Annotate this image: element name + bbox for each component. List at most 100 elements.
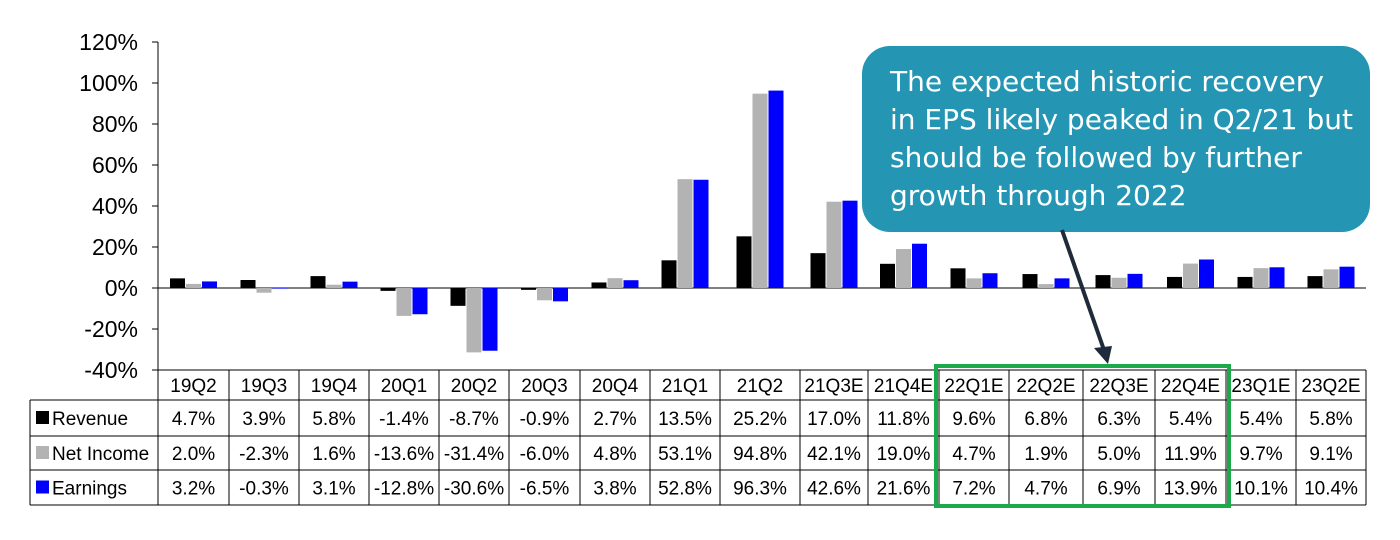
callout-text-line: in EPS likely peaked in Q2/21 but bbox=[890, 103, 1353, 136]
bar-net-income-21q2 bbox=[752, 93, 768, 288]
bar-net-income-21q4e bbox=[896, 249, 911, 288]
data-label: 4.7% bbox=[172, 409, 215, 430]
data-label: 6.8% bbox=[1024, 409, 1067, 430]
bar-earnings-19q4 bbox=[342, 281, 358, 288]
bar-net-income-20q3 bbox=[537, 288, 552, 301]
y-tick-label: 40% bbox=[92, 193, 138, 219]
bar-net-income-19q2 bbox=[186, 283, 201, 288]
bar-revenue-23q2e bbox=[1307, 276, 1323, 288]
bar-revenue-20q4 bbox=[591, 282, 607, 288]
bar-net-income-22q4e bbox=[1183, 263, 1198, 288]
category-label: 23Q2E bbox=[1301, 376, 1360, 397]
data-label: 9.6% bbox=[952, 409, 995, 430]
bar-revenue-20q2 bbox=[450, 288, 466, 306]
bar-net-income-23q1e bbox=[1253, 268, 1269, 288]
category-label: 20Q4 bbox=[592, 376, 639, 397]
data-label: 5.8% bbox=[312, 409, 355, 430]
callout-arrowhead bbox=[1094, 346, 1112, 364]
bar-net-income-20q1 bbox=[396, 288, 412, 316]
data-label: 2.0% bbox=[172, 444, 215, 465]
bar-revenue-22q4e bbox=[1167, 276, 1182, 288]
y-tick-label: -20% bbox=[84, 316, 138, 342]
data-label: 94.8% bbox=[733, 444, 787, 465]
data-label: -1.4% bbox=[379, 409, 429, 430]
y-tick-label: -40% bbox=[84, 357, 138, 383]
data-label: 21.6% bbox=[877, 479, 931, 500]
bar-earnings-22q4e bbox=[1199, 259, 1214, 288]
data-label: 52.8% bbox=[658, 479, 712, 500]
data-label: 25.2% bbox=[733, 409, 787, 430]
bar-net-income-20q2 bbox=[466, 288, 482, 353]
callout-arrow bbox=[1060, 229, 1106, 351]
annotation-callout: The expected historic recovery in EPS lik… bbox=[862, 46, 1370, 364]
data-table: 19Q2 19Q3 19Q4 20Q1 20Q2 20Q3 20Q4 21Q1 21Q2 21Q3… bbox=[29, 364, 1367, 508]
y-axis: 120% 100% 80% 60% 40% 20% 0% -20% -40% bbox=[79, 29, 158, 383]
y-tick-label: 80% bbox=[92, 111, 138, 137]
data-label: -30.6% bbox=[444, 479, 504, 500]
bar-revenue-21q2 bbox=[736, 236, 752, 288]
data-label: 42.6% bbox=[807, 479, 861, 500]
data-label: 5.0% bbox=[1097, 444, 1140, 465]
y-tick-label: 100% bbox=[79, 70, 138, 96]
data-label: 13.9% bbox=[1164, 479, 1218, 500]
bar-net-income-21q1 bbox=[677, 179, 693, 288]
legend-swatch bbox=[36, 411, 49, 424]
data-label: 4.7% bbox=[1024, 479, 1067, 500]
bar-revenue-21q3e bbox=[810, 253, 826, 288]
bar-earnings-20q3 bbox=[553, 288, 568, 302]
data-label: 6.3% bbox=[1097, 409, 1140, 430]
data-label: 4.7% bbox=[952, 444, 995, 465]
category-label: 21Q3E bbox=[804, 376, 863, 397]
legend-swatch bbox=[36, 480, 49, 494]
category-label: 21Q1 bbox=[662, 376, 708, 397]
data-label: -31.4% bbox=[444, 444, 504, 465]
category-label: 20Q2 bbox=[451, 376, 497, 397]
category-label: 19Q2 bbox=[170, 376, 216, 397]
bar-revenue-22q1e bbox=[950, 268, 966, 288]
y-tick-label: 20% bbox=[92, 234, 138, 260]
bar-net-income-22q3e bbox=[1111, 277, 1127, 288]
data-label: 9.1% bbox=[1309, 444, 1352, 465]
data-label: 3.9% bbox=[242, 409, 285, 430]
bar-earnings-20q1 bbox=[412, 288, 428, 315]
data-label: 42.1% bbox=[807, 444, 861, 465]
bar-revenue-19q3 bbox=[240, 280, 256, 288]
bar-revenue-20q1 bbox=[380, 288, 396, 291]
data-label: 13.5% bbox=[658, 409, 712, 430]
y-tick-label: 120% bbox=[79, 29, 138, 55]
data-label: 5.8% bbox=[1309, 409, 1352, 430]
bar-earnings-19q2 bbox=[202, 281, 217, 288]
bar-net-income-20q4 bbox=[607, 278, 623, 288]
data-label: 3.2% bbox=[172, 479, 215, 500]
bar-revenue-22q3e bbox=[1095, 275, 1111, 288]
data-label: 2.7% bbox=[593, 409, 636, 430]
y-tick-label: 0% bbox=[105, 275, 138, 301]
data-label: 3.1% bbox=[312, 479, 355, 500]
bar-earnings-21q1 bbox=[693, 179, 709, 288]
bar-earnings-23q1e bbox=[1269, 267, 1285, 288]
bar-earnings-20q2 bbox=[482, 288, 498, 351]
data-label: -0.9% bbox=[520, 409, 570, 430]
bar-revenue-21q4e bbox=[880, 263, 895, 288]
category-label: 19Q4 bbox=[311, 376, 358, 397]
bar-revenue-23q1e bbox=[1237, 276, 1253, 288]
data-label: 1.9% bbox=[1024, 444, 1067, 465]
bar-earnings-20q4 bbox=[623, 280, 639, 288]
category-label: 19Q3 bbox=[241, 376, 287, 397]
bar-earnings-23q2e bbox=[1339, 266, 1355, 288]
bar-revenue-22q2e bbox=[1022, 274, 1038, 288]
data-label: -13.6% bbox=[374, 444, 434, 465]
category-label: 20Q3 bbox=[521, 376, 567, 397]
data-label: 7.2% bbox=[952, 479, 995, 500]
bar-earnings-21q2 bbox=[768, 90, 784, 289]
category-label: 22Q2E bbox=[1016, 376, 1075, 397]
data-label: -2.3% bbox=[239, 444, 289, 465]
bar-earnings-21q4e bbox=[912, 243, 927, 288]
legend-label: Earnings bbox=[52, 479, 127, 500]
data-label: -6.5% bbox=[520, 479, 570, 500]
data-label: 19.0% bbox=[877, 444, 931, 465]
category-label: 22Q3E bbox=[1089, 376, 1148, 397]
bar-net-income-22q2e bbox=[1038, 284, 1054, 288]
data-label: 11.9% bbox=[1164, 444, 1217, 465]
